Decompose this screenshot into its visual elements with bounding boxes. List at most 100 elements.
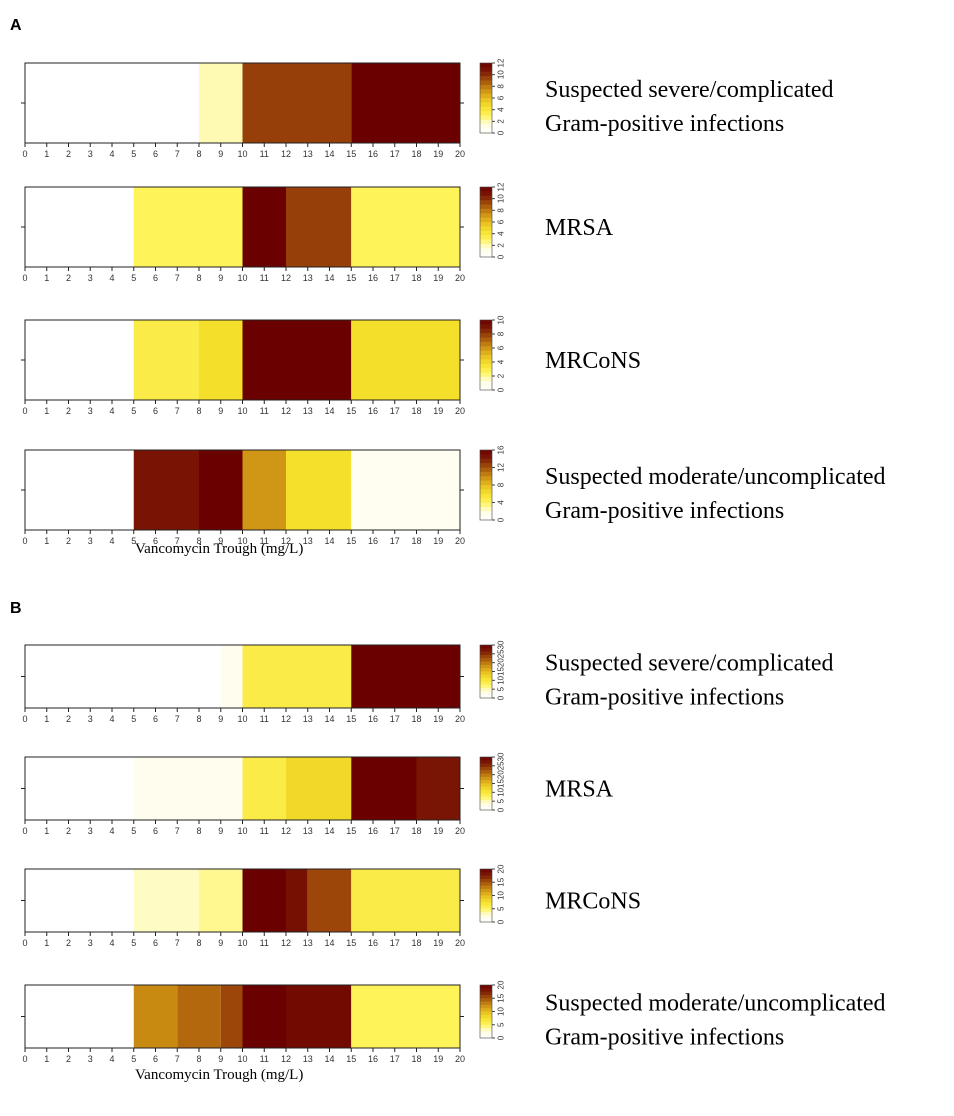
colorbar-swatch xyxy=(480,688,492,692)
x-tick-label: 8 xyxy=(196,273,201,283)
heatmap-cell xyxy=(133,869,199,932)
colorbar-tick-label: 20 xyxy=(497,864,506,873)
x-tick-label: 19 xyxy=(433,273,443,283)
colorbar: 0 5 10 15 20 xyxy=(479,980,506,1040)
heatmap-row: 0 1 2 3 4 5 6 7 8 9 10 11 12 13 14 15 16 17 18 19 2002468101… xyxy=(21,58,834,159)
heatmap-cell xyxy=(25,320,134,400)
heatmap-row: 0 1 2 3 4 5 6 7 8 9 10 11 12 13 14 15 16 17 18 19 2005101520… xyxy=(21,640,834,724)
heatmap-cell xyxy=(177,985,221,1048)
heatmap-cell xyxy=(307,869,352,932)
x-tick-label: 0 xyxy=(22,1054,27,1064)
colorbar-swatch xyxy=(480,252,492,258)
colorbar-swatch xyxy=(480,195,492,201)
x-tick-label: 10 xyxy=(237,938,247,948)
colorbar-swatch xyxy=(480,471,492,477)
colorbar-swatch xyxy=(480,93,492,99)
colorbar-tick-label: 20 xyxy=(497,980,506,989)
x-tick-label: 13 xyxy=(303,406,313,416)
colorbar-tick-label: 15 xyxy=(497,877,506,886)
x-tick-label: 5 xyxy=(131,149,136,159)
heatmap-cell xyxy=(286,869,308,932)
colorbar-swatch xyxy=(480,882,492,887)
x-tick-label: 5 xyxy=(131,536,136,546)
heatmap-cell xyxy=(199,320,243,400)
colorbar-swatch xyxy=(480,661,492,666)
colorbar-swatch xyxy=(480,994,492,999)
heatmap-cell xyxy=(25,187,134,267)
colorbar-swatch xyxy=(480,454,492,460)
colorbar-swatch xyxy=(480,681,492,686)
heatmap-cell xyxy=(220,645,243,708)
x-tick-label: 15 xyxy=(346,714,356,724)
colorbar-swatch xyxy=(480,790,492,794)
x-tick-label: 9 xyxy=(218,826,223,836)
x-tick-label: 11 xyxy=(260,938,269,948)
heatmap-cell xyxy=(242,450,286,530)
x-tick-label: 1 xyxy=(44,1054,49,1064)
colorbar-swatch xyxy=(480,800,492,804)
x-tick-label: 16 xyxy=(368,1054,378,1064)
colorbar-tick-label: 10 xyxy=(497,1007,506,1016)
x-tick-label: 9 xyxy=(218,406,223,416)
x-tick-label: 14 xyxy=(324,714,334,724)
colorbar-swatch xyxy=(480,1014,492,1019)
row-label: Gram-positive infections xyxy=(545,1025,784,1051)
heatmap-cell xyxy=(351,985,460,1048)
colorbar-swatch xyxy=(480,493,492,499)
colorbar-swatch xyxy=(480,98,492,103)
colorbar-swatch xyxy=(480,684,492,689)
x-tick-label: 20 xyxy=(455,149,465,159)
colorbar-swatch xyxy=(480,648,492,653)
colorbar-swatch xyxy=(480,1001,492,1006)
colorbar-tick-label: 15 xyxy=(497,667,506,676)
heatmap-cell xyxy=(242,645,352,708)
colorbar-tick-label: 8 xyxy=(497,482,506,487)
colorbar-swatch xyxy=(480,988,492,993)
colorbar-swatch xyxy=(480,766,492,771)
panel-a: A0 1 2 3 4 5 6 7 8 9 10 11 12 13 14 15 16 17 18 19 200246810… xyxy=(10,17,886,557)
colorbar-tick-label: 12 xyxy=(497,58,506,67)
colorbar-tick-label: 2 xyxy=(497,243,506,248)
colorbar-swatch xyxy=(480,1031,492,1036)
x-tick-label: 2 xyxy=(66,714,71,724)
heatmap-cell xyxy=(351,187,460,267)
row-label: MRSA xyxy=(545,777,614,803)
x-tick-label: 5 xyxy=(131,714,136,724)
colorbar-swatch xyxy=(480,111,492,116)
x-tick-label: 14 xyxy=(324,1054,334,1064)
x-tick-label: 12 xyxy=(281,536,291,546)
x-tick-label: 2 xyxy=(66,406,71,416)
heatmap-cell xyxy=(286,985,352,1048)
x-tick-label: 11 xyxy=(260,536,269,546)
x-tick-label: 1 xyxy=(44,714,49,724)
colorbar-tick-label: 6 xyxy=(497,345,506,350)
colorbar-swatch xyxy=(480,757,492,761)
x-tick-label: 17 xyxy=(390,273,400,283)
x-tick-label: 11 xyxy=(260,714,269,724)
x-tick-label: 9 xyxy=(218,149,223,159)
colorbar-swatch xyxy=(480,106,492,112)
x-tick-label: 3 xyxy=(88,149,93,159)
colorbar-tick-label: 4 xyxy=(497,500,506,505)
colorbar-swatch xyxy=(480,654,492,659)
colorbar-swatch xyxy=(480,226,492,232)
colorbar-swatch xyxy=(480,467,492,473)
x-tick-label: 6 xyxy=(153,938,158,948)
x-tick-label: 1 xyxy=(44,826,49,836)
x-tick-label: 20 xyxy=(455,536,465,546)
colorbar-swatch xyxy=(480,803,492,808)
heatmap-row: 0 1 2 3 4 5 6 7 8 9 10 11 12 13 14 15 16 17 18 19 2002468101… xyxy=(21,182,614,283)
heatmap-cell xyxy=(133,450,199,530)
colorbar-swatch xyxy=(480,372,492,378)
colorbar-swatch xyxy=(480,658,492,663)
colorbar-swatch xyxy=(480,80,492,86)
colorbar-tick-label: 6 xyxy=(497,95,506,100)
x-tick-label: 5 xyxy=(131,938,136,948)
colorbar-tick-label: 12 xyxy=(497,463,506,472)
colorbar-swatch xyxy=(480,489,492,495)
colorbar-swatch xyxy=(480,376,492,382)
x-tick-label: 11 xyxy=(260,149,269,159)
colorbar-tick-label: 2 xyxy=(497,373,506,378)
colorbar-tick-label: 2 xyxy=(497,119,506,124)
